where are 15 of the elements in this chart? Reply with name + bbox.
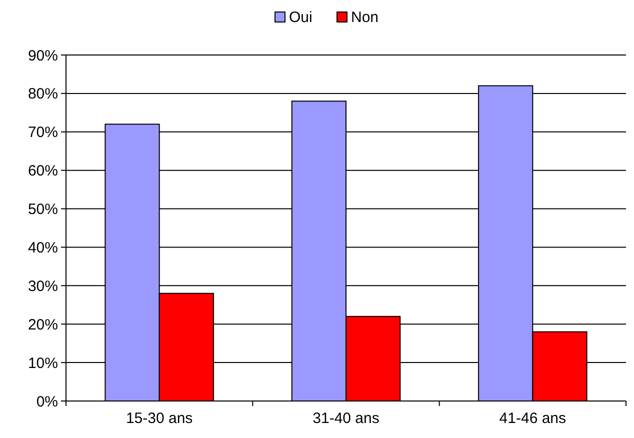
legend-label: Non (351, 9, 379, 26)
y-tick-label: 0% (36, 393, 58, 410)
y-tick-label: 60% (28, 162, 58, 180)
y-tick-label: 70% (28, 124, 58, 142)
y-tick-label: 50% (28, 201, 58, 218)
legend-label: Oui (289, 9, 312, 26)
x-tick-label: 15-30 ans (126, 410, 193, 427)
y-tick-label: 90% (28, 47, 58, 64)
x-tick-label: 31-40 ans (312, 410, 380, 427)
y-tick-label: 40% (28, 239, 58, 256)
y-tick-label: 80% (28, 86, 58, 103)
y-tick-label: 30% (28, 278, 58, 295)
y-tick-label: 20% (28, 316, 58, 334)
x-tick-label: 41-46 ans (499, 410, 566, 427)
y-tick-label: 10% (28, 354, 58, 372)
